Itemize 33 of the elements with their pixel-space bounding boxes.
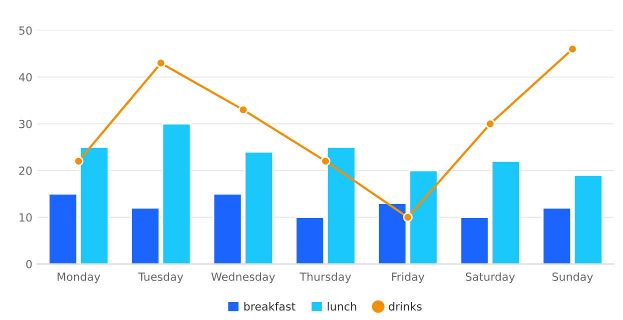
point <box>485 118 496 129</box>
x-tick-label: Wednesday <box>211 272 276 284</box>
bar <box>295 216 325 264</box>
bar <box>542 207 572 264</box>
x-tick-label: Friday <box>392 272 424 284</box>
bar <box>48 193 78 264</box>
y-tick-label: 20 <box>19 166 32 175</box>
point <box>156 58 166 68</box>
bar <box>244 151 274 264</box>
bar <box>162 123 192 264</box>
x-tick-label: Monday <box>58 272 100 284</box>
x-tick-label: Tuesday <box>138 272 184 284</box>
bar <box>491 160 520 264</box>
x-tick-label: Thursday <box>300 272 352 284</box>
y-tick-label: 50 <box>19 26 32 35</box>
point <box>402 212 413 222</box>
x-tick-label: Saturday <box>466 272 515 284</box>
point <box>320 156 330 166</box>
legend-label: breakfast <box>244 302 296 311</box>
y-tick-label: 40 <box>18 73 32 82</box>
point <box>568 44 578 54</box>
y-tick-label: 30 <box>19 120 32 128</box>
bar <box>573 174 603 264</box>
y-tick-label: 0 <box>26 260 32 268</box>
bar <box>460 216 490 264</box>
point <box>74 156 84 166</box>
legend-label: drinks <box>388 302 422 311</box>
bar <box>212 193 242 264</box>
y-tick-label: 10 <box>20 213 32 222</box>
bar <box>130 207 160 264</box>
x-tick-label: Sunday <box>552 272 593 284</box>
point <box>238 104 248 115</box>
legend-label: lunch <box>328 302 356 311</box>
